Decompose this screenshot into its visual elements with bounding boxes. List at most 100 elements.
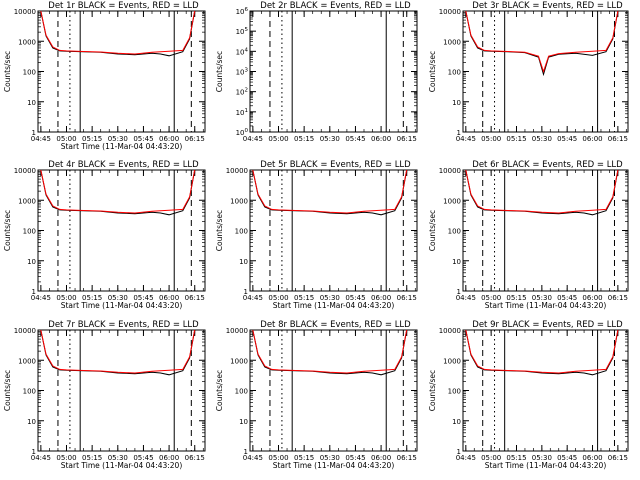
y-tick-label: 103	[236, 68, 249, 77]
x-tick-label: 05:30	[532, 135, 552, 143]
y-tick-label: 10	[452, 258, 461, 266]
x-tick-label: 06:00	[159, 135, 179, 143]
y-axis-label: Counts/sec	[428, 210, 437, 251]
x-tick-label: 05:00	[56, 135, 76, 143]
x-tick-label: 05:45	[345, 294, 365, 302]
x-tick-label: 05:15	[294, 294, 314, 302]
x-tick-label: 05:15	[82, 454, 102, 462]
y-tick-label: 106	[236, 7, 249, 16]
series-black-line	[465, 10, 619, 77]
y-tick-label: 10	[27, 418, 36, 426]
plot-frame	[462, 329, 629, 452]
series-red-line	[252, 169, 408, 214]
x-tick-label: 06:15	[608, 294, 628, 302]
x-tick-label: 04:45	[243, 294, 263, 302]
y-tick-label: 10000	[226, 327, 248, 335]
x-tick-label: 04:45	[456, 454, 476, 462]
chart-title: Det 7r BLACK = Events, RED = LLD	[48, 320, 199, 330]
panel-det-4: Det 4r BLACK = Events, RED = LLD 1 10 100 10…	[3, 160, 206, 310]
y-tick-label: 100	[448, 69, 461, 77]
x-tick-label: 05:30	[108, 454, 128, 462]
chart-title: Det 1r BLACK = Events, RED = LLD	[48, 1, 199, 11]
y-axis-label: Counts/sec	[428, 51, 437, 92]
series-red-line	[40, 329, 196, 374]
y-tick-label: 100	[235, 388, 248, 396]
series-red-line	[40, 169, 196, 214]
x-tick-label: 05:00	[56, 294, 76, 302]
y-tick-label: 100	[23, 228, 36, 236]
x-tick-label: 06:15	[185, 135, 205, 143]
x-tick-label: 05:45	[345, 454, 365, 462]
series-black-line	[40, 329, 196, 376]
y-tick-label: 1	[457, 448, 461, 456]
x-tick-label: 05:15	[82, 294, 102, 302]
x-tick-label: 06:00	[371, 135, 391, 143]
y-tick-label: 100	[448, 228, 461, 236]
x-tick-label: 05:30	[320, 454, 340, 462]
y-tick-exponent: 5	[245, 27, 249, 33]
panel-det-2: Det 2r BLACK = Events, RED = LLD10010110…	[215, 1, 418, 143]
x-tick-label: 06:00	[159, 454, 179, 462]
panel-det-9: Det 9r BLACK = Events, RED = LLD 1 10 100 10…	[428, 320, 629, 470]
series-black-line	[252, 329, 408, 376]
series-red-line	[465, 10, 619, 74]
x-tick-label: 05:15	[506, 135, 526, 143]
y-tick-exponent: 3	[245, 68, 249, 74]
plot-frame	[462, 169, 629, 292]
panel-det-6: Det 6r BLACK = Events, RED = LLD 1 10 100 10…	[428, 160, 629, 310]
x-tick-label: 05:30	[532, 294, 552, 302]
y-axis-label: Counts/sec	[215, 51, 224, 92]
y-tick-label: 10	[239, 418, 248, 426]
y-axis-label: Counts/sec	[215, 370, 224, 411]
chart-title: Det 3r BLACK = Events, RED = LLD	[472, 1, 623, 11]
y-tick-label: 10000	[439, 327, 461, 335]
y-axis-label: Counts/sec	[3, 210, 12, 251]
x-axis-label: Start Time (11-Mar-04 04:43:20)	[273, 461, 395, 470]
panel-det-7: Det 7r BLACK = Events, RED = LLD 1 10 100 10…	[3, 320, 206, 470]
x-tick-label: 06:15	[397, 294, 417, 302]
panel-det-8: Det 8r BLACK = Events, RED = LLD 1 10 100 10…	[215, 320, 418, 470]
x-tick-label: 05:45	[557, 294, 577, 302]
y-tick-label: 10000	[226, 167, 248, 175]
y-tick-label: 104	[236, 47, 249, 56]
y-tick-label: 105	[236, 27, 249, 36]
y-tick-label: 10	[27, 99, 36, 107]
x-tick-label: 06:00	[371, 454, 391, 462]
x-tick-label: 04:45	[456, 135, 476, 143]
x-tick-label: 06:15	[185, 454, 205, 462]
panel-det-3: Det 3r BLACK = Events, RED = LLD 1 10 100 10…	[428, 1, 629, 143]
y-tick-label: 10	[239, 258, 248, 266]
plot-frame	[37, 10, 206, 133]
y-tick-label: 1	[457, 129, 461, 137]
x-tick-label: 06:00	[582, 135, 602, 143]
plot-frame	[249, 10, 418, 133]
y-tick-label: 10000	[439, 167, 461, 175]
chart-title: Det 4r BLACK = Events, RED = LLD	[48, 160, 199, 170]
x-tick-label: 06:15	[397, 135, 417, 143]
x-tick-label: 05:45	[133, 294, 153, 302]
x-tick-label: 05:00	[481, 135, 501, 143]
y-tick-label: 10	[452, 99, 461, 107]
x-axis-label: Start Time (11-Mar-04 04:43:20)	[61, 142, 183, 151]
y-tick-label: 1000	[18, 197, 36, 205]
y-tick-label: 1	[32, 288, 36, 296]
chart-title: Det 8r BLACK = Events, RED = LLD	[260, 320, 411, 330]
x-tick-label: 05:30	[320, 294, 340, 302]
y-tick-label: 1	[32, 129, 36, 137]
x-tick-label: 05:15	[82, 135, 102, 143]
x-tick-label: 05:45	[133, 135, 153, 143]
x-axis-label: Start Time (11-Mar-04 04:43:20)	[61, 461, 183, 470]
y-tick-label: 10000	[14, 167, 36, 175]
plot-frame	[37, 329, 206, 452]
chart-title: Det 9r BLACK = Events, RED = LLD	[472, 320, 623, 330]
y-tick-label: 1	[457, 288, 461, 296]
series-black-line	[40, 10, 196, 57]
panel-det-5: Det 5r BLACK = Events, RED = LLD 1 10 100 10…	[215, 160, 418, 310]
x-tick-label: 05:15	[294, 135, 314, 143]
x-tick-label: 06:15	[608, 454, 628, 462]
x-tick-label: 04:45	[31, 454, 51, 462]
y-tick-label: 100	[448, 388, 461, 396]
y-tick-label: 10000	[14, 8, 36, 16]
x-tick-label: 05:30	[532, 454, 552, 462]
